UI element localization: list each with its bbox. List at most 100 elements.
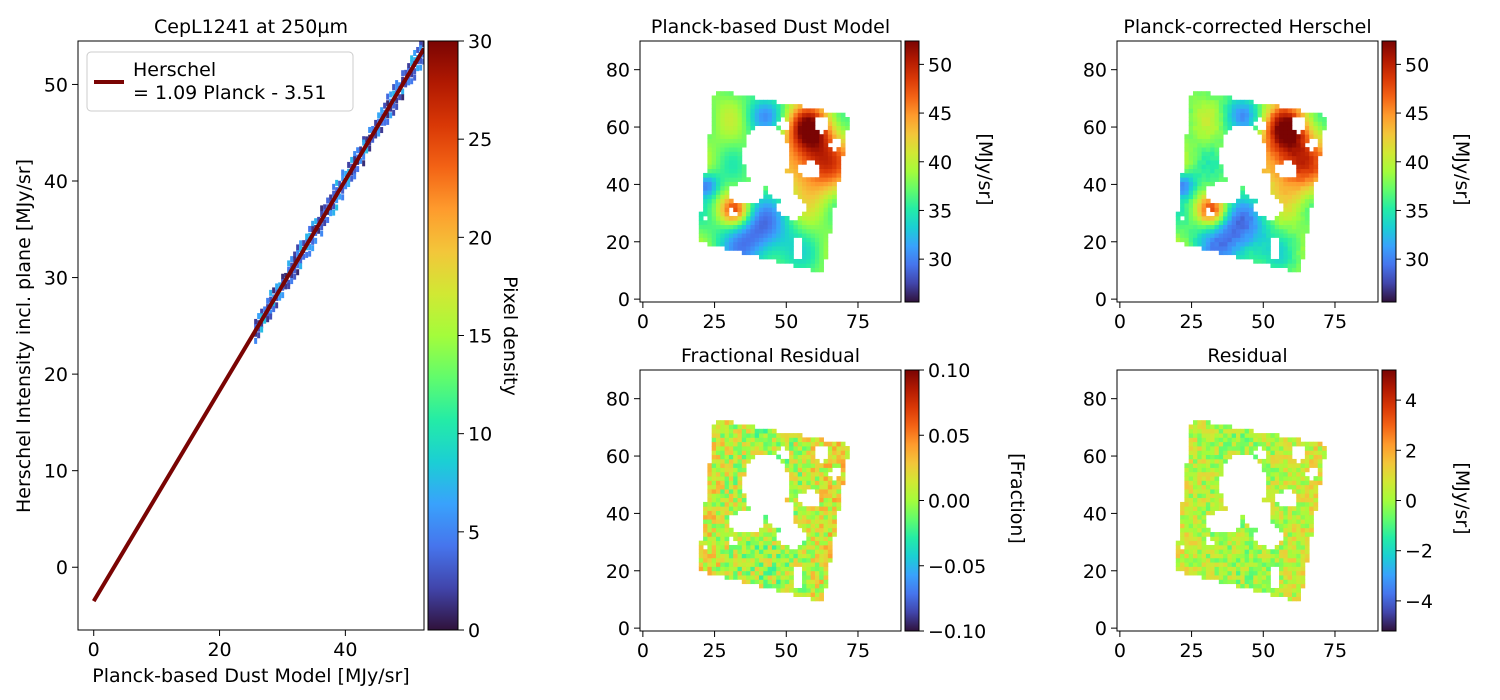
map-pixel xyxy=(703,220,708,225)
map-pixel xyxy=(1210,95,1215,101)
map-pixel xyxy=(1309,532,1314,537)
map-pixel xyxy=(1227,215,1233,221)
map-pixel xyxy=(1193,493,1198,499)
map-pixel xyxy=(806,155,812,161)
map-pixel xyxy=(793,510,799,516)
map-pixel xyxy=(716,233,721,238)
map-pixel xyxy=(707,501,713,507)
map-pixel xyxy=(1197,108,1203,114)
map-pixel xyxy=(780,104,786,109)
map-pixel xyxy=(1261,237,1267,243)
map-pixel xyxy=(733,224,738,230)
map-pixel xyxy=(789,237,794,243)
map-pixel xyxy=(754,246,760,251)
map-pixel xyxy=(1287,467,1293,473)
map-pixel xyxy=(1313,155,1319,161)
map-pixel xyxy=(1218,172,1224,178)
map-pixel xyxy=(806,138,812,144)
map-pixel xyxy=(720,194,726,200)
map-pixel xyxy=(1201,489,1207,494)
map-pixel xyxy=(1214,160,1220,165)
density-cell xyxy=(380,127,384,134)
map-pixel xyxy=(707,198,713,204)
map-pixel xyxy=(1244,536,1250,542)
density-cell xyxy=(338,180,342,187)
map-pixel xyxy=(1287,514,1293,520)
map-pixel xyxy=(1205,471,1211,477)
map-pixel xyxy=(1236,112,1241,118)
map-pixel xyxy=(1197,441,1203,447)
map-pixel xyxy=(1287,155,1293,161)
map-pixel xyxy=(819,147,824,152)
map-pixel xyxy=(789,583,794,589)
map-pixel xyxy=(1287,596,1293,602)
map-pixel xyxy=(724,433,730,438)
map-pixel xyxy=(1253,566,1258,572)
map-pixel xyxy=(1300,458,1306,464)
map-pixel xyxy=(806,557,812,563)
map-pixel xyxy=(724,138,730,144)
map-pixel xyxy=(806,454,812,460)
map-pixel xyxy=(1261,570,1267,576)
density-cell xyxy=(371,136,375,143)
map-y-tick-label: 80 xyxy=(606,389,630,411)
map-pixel xyxy=(1175,566,1181,572)
map-pixel xyxy=(780,437,786,443)
map-pixel xyxy=(1261,241,1267,247)
map-pixel xyxy=(716,237,721,243)
map-pixel xyxy=(754,211,760,217)
map-pixel xyxy=(819,553,824,559)
map-pixel xyxy=(793,471,799,477)
density-cell xyxy=(386,100,390,107)
map-pixel xyxy=(1193,151,1198,157)
map-pixel xyxy=(1214,536,1220,542)
map-pixel xyxy=(1279,480,1284,486)
map-pixel xyxy=(1266,587,1271,593)
map-pixel xyxy=(814,160,820,165)
map-pixel xyxy=(716,514,721,520)
map-pixel xyxy=(1214,177,1220,182)
map-pixel xyxy=(1283,138,1289,144)
map-pixel xyxy=(1274,194,1280,200)
map-pixel xyxy=(733,467,738,473)
map-pixel xyxy=(1227,241,1233,247)
map-pixel xyxy=(1244,433,1250,438)
map-pixel xyxy=(1184,215,1190,221)
map-pixel xyxy=(1214,463,1220,468)
map-pixel xyxy=(793,549,799,554)
map-pixel xyxy=(1223,536,1228,542)
map-pixel xyxy=(1279,160,1284,165)
map-pixel xyxy=(1296,540,1301,546)
map-pixel xyxy=(793,112,799,118)
map-pixel xyxy=(819,544,824,550)
map-pixel xyxy=(780,254,786,260)
map-pixel xyxy=(810,471,816,477)
map-pixel xyxy=(802,254,807,260)
map-pixel xyxy=(784,566,790,572)
map-pixel xyxy=(1205,458,1211,464)
map-pixel xyxy=(720,523,726,529)
map-pixel xyxy=(1300,544,1306,550)
map-pixel xyxy=(1210,108,1215,114)
map-pixel xyxy=(1309,185,1314,191)
map-pixel xyxy=(819,463,824,468)
map-pixel xyxy=(707,151,713,157)
map-pixel xyxy=(767,220,773,225)
map-pixel xyxy=(737,553,743,559)
map-pixel xyxy=(802,514,807,520)
map-pixel xyxy=(802,142,807,148)
map-pixel xyxy=(1270,437,1276,443)
map-pixel xyxy=(1205,506,1211,511)
map-pixel xyxy=(1309,527,1314,533)
density-cell xyxy=(344,170,348,177)
map-colorbar-tick-label: 4 xyxy=(1405,390,1417,412)
map-pixel xyxy=(741,433,747,438)
map-pixel xyxy=(823,215,829,221)
map-pixel xyxy=(1231,224,1237,230)
map-pixel xyxy=(827,172,833,178)
map-pixel xyxy=(1184,557,1190,563)
map-pixel xyxy=(1201,164,1207,170)
map-pixel xyxy=(1193,164,1198,170)
map-pixel xyxy=(1304,463,1310,468)
map-pixel xyxy=(1296,497,1301,503)
